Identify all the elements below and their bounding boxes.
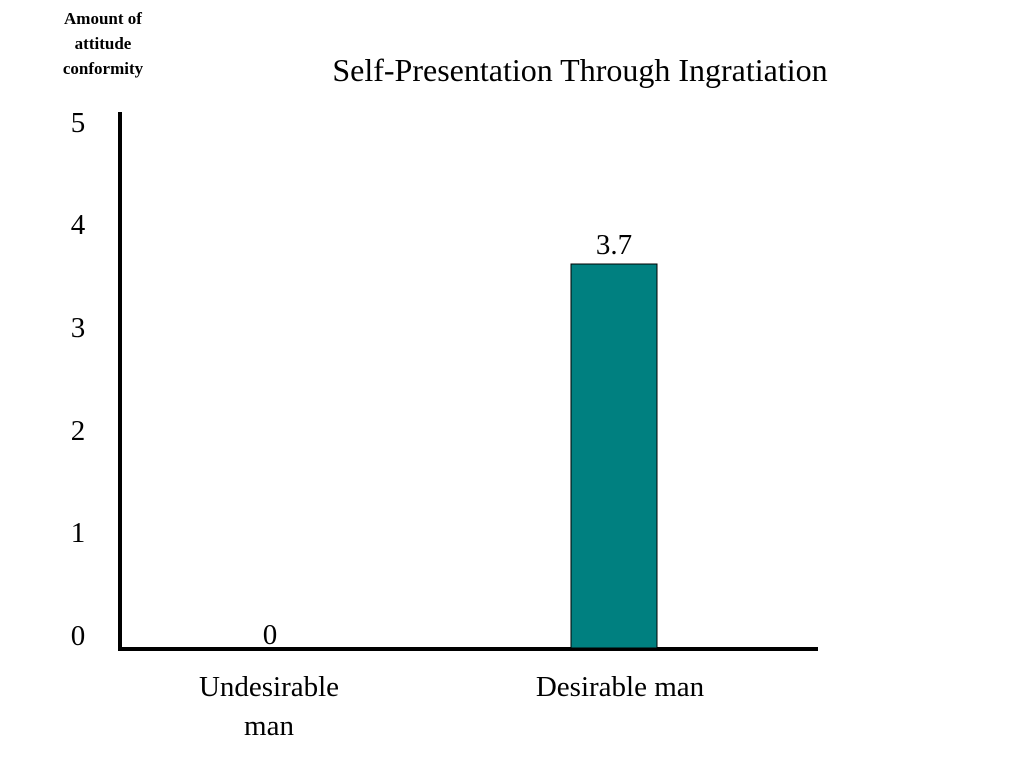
y-tick-label: 2 [71,415,86,447]
y-axis-label: Amount of attitude conformity [62,9,144,78]
y-tick-label: 5 [71,107,86,139]
y-tick-label: 4 [71,209,86,241]
y-tick-label: 3 [71,312,86,344]
x-category-label-undesirable: Undesirable man [198,671,340,742]
bar [570,263,658,649]
data-label: 3.7 [596,229,632,261]
data-label: 0 [263,619,278,651]
x-category-label-desirable: Desirable man [535,671,705,703]
chart-title: Self-Presentation Through Ingratiation [332,52,828,88]
y-tick-label: 0 [71,620,86,652]
y-tick-label: 1 [71,517,86,549]
